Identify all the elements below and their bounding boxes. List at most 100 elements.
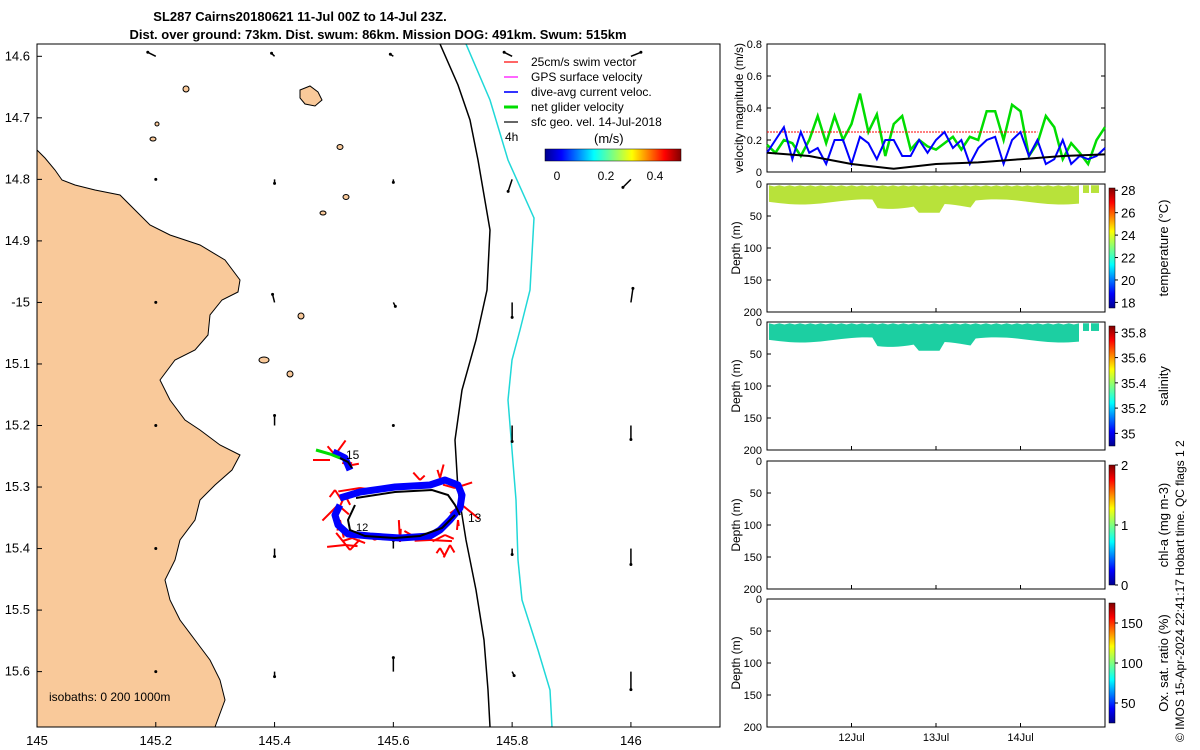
salinity-data-end [1083,323,1089,331]
velocity-frame [766,43,1106,173]
swim-vector [444,534,455,540]
geostrophic-vector-head [146,50,150,54]
colorbar-tick-1: 0.2 [598,169,615,183]
island-5 [286,370,294,378]
colorbar-title: (m/s) [594,131,624,146]
map-ytick-label: 15.3 [5,479,30,494]
geostrophic-vector [622,178,632,188]
salinity-ytick-label: 50 [750,349,762,361]
map-xtick-label: 145.6 [377,733,410,748]
velocity-series [766,93,1107,170]
velocity-series-speed_black [766,151,1106,170]
map-ytick-label: 15.1 [5,356,30,371]
temperature-ylabel: Depth (m) [729,221,743,274]
island-9 [149,136,157,142]
chlorophyll-ytick-label: 50 [750,488,762,500]
section-chlorophyll: 0 50 100 150 200 Depth (m) 0 1 2 chl-a (mg m-3) [729,456,1171,596]
velocity-ytick-label: 0.8 [747,39,762,51]
oxygen-cbar-label: Ox. sat. ratio (%) [1156,614,1171,712]
colorbar-tick-0: 0 [554,169,561,183]
map-ytick-label: 15.5 [5,602,30,617]
velocity-ylabel: velocity magnitude (m/s) [732,43,746,173]
geostrophic-vector-head [391,180,395,184]
geostrophic-vector-head [154,423,158,427]
track-label-13: 13 [468,511,482,525]
oxygen-cbar-tick-label: 50 [1121,696,1135,711]
map-xtick-label: 145.2 [140,733,173,748]
oxygen-ytick-label: 0 [756,594,762,606]
isobath-200m [439,44,491,727]
legend-label-geo: sfc geo. vel. 14-Jul-2018 [531,115,662,129]
chlorophyll-colorbar [1108,464,1116,586]
salinity-cbar-label: salinity [1156,366,1171,406]
velocity-ytick-label: 0.2 [747,135,762,147]
swim-vector [439,464,445,479]
title-line-2: Dist. over ground: 73km. Dist. swum: 86k… [129,27,626,42]
geostrophic-vector-head [391,656,395,660]
salinity-data-end [1091,323,1099,331]
salinity-ytick-label: 0 [756,317,762,329]
geostrophic-vector-head [510,553,514,557]
swim-vector [326,544,346,548]
map-xtick-label: 146 [620,733,642,748]
island-2 [182,85,190,93]
geostrophic-vector-head [510,439,514,443]
salinity-ytick-label: 150 [744,413,762,425]
temperature-data [769,185,1079,213]
glider-path [339,457,461,540]
swim-vector [449,544,456,553]
temperature-data-end [1083,185,1089,193]
date-tick-label: 14Jul [1007,732,1033,744]
velocity-axis: 0 0.2 0.4 0.6 0.8 [747,39,1105,179]
temperature-cbar-tick-label: 18 [1121,295,1135,310]
island-4 [297,312,305,320]
map-legend: 25cm/s swim vector GPS surface velocity … [504,55,682,183]
oxygen-ytick-label: 200 [744,722,762,734]
velocity-series-speed [766,93,1107,167]
chlorophyll-ytick-label: 150 [744,552,762,564]
oxygen-cbar-tick-label: 100 [1121,656,1143,671]
map-colorbar [544,148,682,162]
temperature-ytick-label: 50 [750,211,762,223]
geostrophic-vector-head [629,437,633,441]
map-ytick-label: 15.2 [5,417,30,432]
chlorophyll-ytick-label: 0 [756,456,762,468]
swim-vector [429,539,453,543]
oxygen-cbar-tick-label: 150 [1121,616,1143,631]
salinity-ytick-label: 100 [744,381,762,393]
footer-credit: © IMOS 15-Apr-2024 22:41:17 Hobart time.… [1173,440,1187,742]
island-6 [336,144,344,150]
velocity-panel: 0 0.2 0.4 0.6 0.8 velocity magnitude (m/s) [732,39,1107,179]
island-7 [342,194,350,200]
map-ytick-label: 14.7 [5,110,30,125]
swim-vector [436,469,441,479]
geostrophic-vector-head [154,547,158,551]
chlorophyll-cbar-label: chl-a (mg m-3) [1156,483,1171,568]
geostrophic-vector-head [629,688,633,692]
swim-vector [442,544,451,558]
island-3 [258,356,270,364]
track-label-15: 15 [346,448,360,462]
map-xtick-label: 145.8 [496,733,529,748]
geostrophic-vector-head [154,300,158,304]
swim-vector [328,489,336,498]
geostrophic-vector-head [273,555,277,559]
chlorophyll-cbar-tick-label: 1 [1121,518,1128,533]
geostrophic-vector-head [271,292,275,296]
date-axis: 12Jul 13Jul 14Jul [838,168,1034,744]
island-10 [154,121,160,127]
salinity-ytick-label: 200 [744,445,762,457]
temperature-ytick-label: 200 [744,307,762,319]
swim-vector [342,537,353,542]
salinity-cbar-tick-label: 35 [1121,426,1135,441]
map-frame [36,43,721,728]
title-line-1: SL287 Cairns20180621 11-Jul 00Z to 14-Ju… [153,9,446,24]
geostrophic-vector-head [629,563,633,567]
oxygen-ylabel: Depth (m) [729,636,743,689]
salinity-cbar-tick-label: 35.8 [1121,325,1146,340]
map-ytick-label: 14.6 [5,48,30,63]
chlorophyll-ylabel: Depth (m) [729,498,743,551]
island-1 [299,85,323,107]
geostrophic-vector-head [393,304,397,308]
